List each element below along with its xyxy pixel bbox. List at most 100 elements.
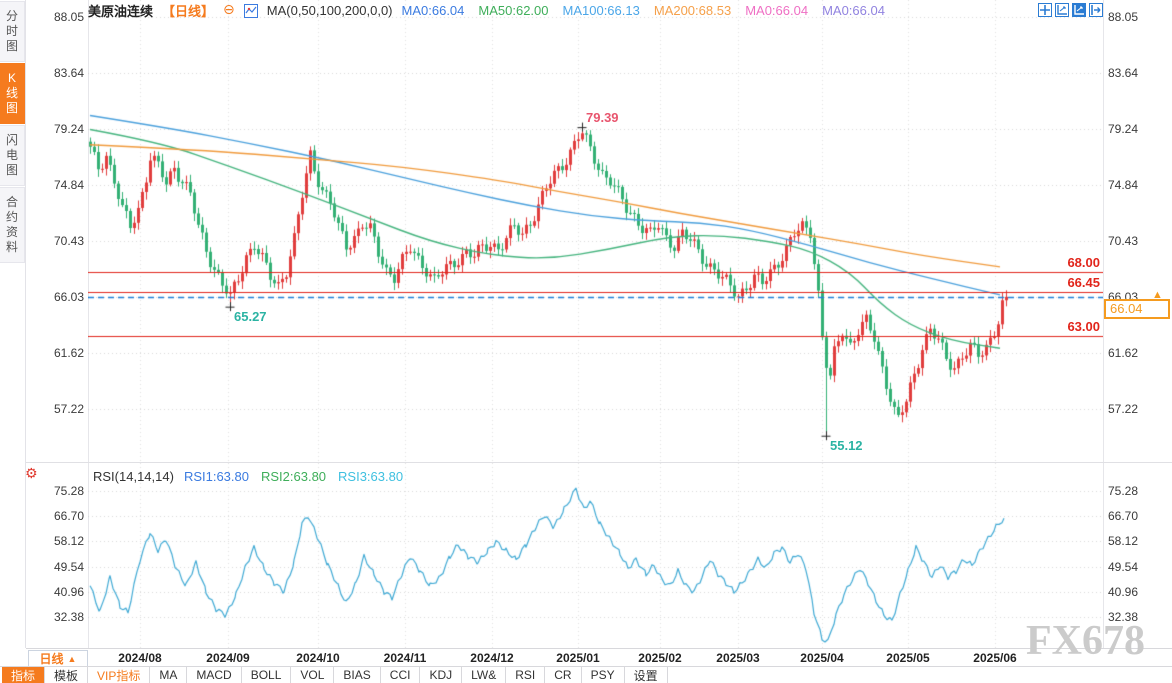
rsi-y-label-left: 58.12 [53, 534, 84, 549]
plot-right-border [1103, 0, 1104, 648]
x-axis-label: 2025/03 [716, 651, 760, 665]
sidebar-tab-lightning-chart[interactable]: 闪电图 [0, 125, 25, 186]
tab-indicator[interactable]: 指标 [2, 667, 46, 683]
price-annotation-79-39: 79.39 [586, 110, 619, 126]
chevron-up-icon: ▲ [67, 653, 77, 664]
chart-header: 美原油连续 【日线】 ⊖ MA(0,50,100,200,0,0) MA0:66… [88, 2, 889, 19]
period-selector-label: 日线 [39, 652, 64, 666]
pan-right-icon[interactable] [1089, 3, 1103, 17]
main-y-label-left: 74.84 [53, 177, 84, 192]
main-price-chart[interactable] [88, 0, 1103, 462]
x-axis-label: 2024/11 [383, 651, 427, 665]
ma-indicator-icon[interactable] [243, 3, 258, 18]
main-y-label-right: 70.43 [1108, 234, 1139, 249]
sidebar-tab-kline-chart[interactable]: K线图 [0, 63, 25, 124]
left-tab-bar: 分时图 K线图闪电图合约资料 [0, 0, 26, 648]
rsi-y-label-right: 66.70 [1108, 509, 1139, 524]
x-axis-label: 2025/05 [886, 651, 930, 665]
indicator-tab-bar: 指标 模板 VIP指标 MA MACD BOLL VOL BIAS CCI KDJ LW& RSI CR… [0, 666, 1172, 683]
panel-divider[interactable] [26, 462, 1172, 463]
rsi3-value: RSI3:63.80 [338, 469, 404, 484]
price-level-label: 68.00 [1067, 254, 1100, 270]
price-up-arrow-icon: ▲ [1152, 288, 1163, 301]
period-tag[interactable]: 【日线】 [162, 4, 215, 19]
rsi-y-label-left: 32.38 [53, 609, 84, 624]
price-level-label: 66.45 [1067, 274, 1100, 290]
ma0-value: MA0:66.04 [401, 3, 465, 18]
ma200-value: MA200:68.53 [653, 3, 732, 18]
rsi-indicator-chart[interactable] [88, 463, 1103, 648]
rsi-y-label-right: 32.38 [1108, 609, 1139, 624]
main-y-label-left: 88.05 [53, 10, 84, 24]
main-y-label-left: 83.64 [53, 66, 84, 81]
x-axis-label: 2025/04 [800, 651, 844, 665]
rsi-y-label-left: 66.70 [53, 509, 84, 524]
x-axis-label: 2025/01 [556, 651, 600, 665]
rsi-y-label-left: 40.96 [53, 584, 84, 599]
main-y-label-right: 83.64 [1108, 66, 1139, 81]
last-price-tag: 66.04 [1104, 298, 1170, 319]
tab-rsi[interactable]: RSI [506, 667, 546, 683]
main-y-label-right: 79.24 [1108, 122, 1139, 137]
sidebar-tab-lightning-chart-label: 闪电图 [5, 133, 18, 177]
ma0-value-3: MA0:66.04 [822, 3, 885, 18]
price-annotation-55-12: 55.12 [830, 437, 863, 453]
main-y-label-left: 79.24 [53, 122, 84, 137]
zoom-axis-icon[interactable] [1055, 3, 1069, 17]
tab-boll[interactable]: BOLL [242, 667, 292, 683]
tab-settings[interactable]: 设置 [625, 667, 668, 683]
tab-lw[interactable]: LW& [462, 667, 507, 683]
price-level-label: 63.00 [1067, 318, 1100, 334]
symbol-title: 美原油连续 [88, 4, 154, 19]
tab-template[interactable]: 模板 [45, 667, 89, 683]
period-selector[interactable]: 日线 ▲ [28, 650, 88, 667]
rsi-y-label-right: 75.28 [1108, 484, 1139, 498]
main-y-label-right: 61.62 [1108, 346, 1139, 361]
tab-macd[interactable]: MACD [187, 667, 242, 683]
main-y-label-left: 61.62 [53, 346, 84, 361]
sidebar-tab-contract-info[interactable]: 合约资料 [0, 187, 25, 263]
rsi-settings-icon[interactable]: ⚙ [25, 466, 38, 482]
collapse-icon[interactable]: ⊖ [223, 2, 235, 18]
ma-values-group: MA0:66.04 MA50:62.00 MA100:66.13 MA200:68.5… [402, 3, 889, 18]
x-axis-label: 2025/06 [973, 651, 1017, 665]
main-y-label-left: 70.43 [53, 234, 84, 249]
x-axis-row: 日线 ▲ 2024/08 2024/09 2024/10 2024/11 2024/12… [26, 648, 1172, 667]
tab-ma[interactable]: MA [150, 667, 188, 683]
sidebar-tab-kline-chart-label: K线图 [5, 71, 18, 115]
rsi-y-label-right: 58.12 [1108, 534, 1139, 549]
rsi-header: RSI(14,14,14) RSI1:63.80 RSI2:63.80 RSI3:6… [93, 469, 403, 484]
x-axis-label: 2024/10 [296, 651, 340, 665]
tab-cci[interactable]: CCI [381, 667, 421, 683]
ma50-value: MA50:62.00 [478, 3, 549, 18]
ma-formula[interactable]: MA(0,50,100,200,0,0) [266, 3, 393, 18]
rsi-y-label-left: 75.28 [53, 484, 84, 498]
tab-bias[interactable]: BIAS [334, 667, 381, 683]
tab-vol[interactable]: VOL [291, 667, 335, 683]
ma0-value-2: MA0:66.04 [745, 3, 809, 18]
rsi2-value: RSI2:63.80 [260, 469, 327, 484]
main-y-label-left: 57.22 [53, 402, 84, 416]
tab-cr[interactable]: CR [545, 667, 582, 683]
sidebar-tab-contract-info-label: 合约资料 [5, 195, 18, 254]
rsi-formula[interactable]: RSI(14,14,14) [93, 469, 174, 484]
rsi1-value: RSI1:63.80 [183, 469, 249, 484]
tab-kdj[interactable]: KDJ [420, 667, 463, 683]
x-axis-label: 2025/02 [638, 651, 682, 665]
rsi-y-label-right: 40.96 [1108, 584, 1139, 599]
main-y-label-left: 66.03 [53, 289, 84, 304]
main-y-label-right: 74.84 [1108, 177, 1139, 192]
price-annotation-65-27: 65.27 [234, 308, 267, 324]
x-axis-label: 2024/08 [118, 651, 162, 665]
tab-vip-indicator[interactable]: VIP指标 [88, 667, 151, 683]
sidebar-tab-time-chart-label: 分时图 [5, 9, 18, 53]
tab-psy[interactable]: PSY [582, 667, 625, 683]
sidebar-tab-time-chart[interactable]: 分时图 [0, 1, 25, 62]
main-y-label-right: 88.05 [1108, 10, 1139, 24]
scale-axis-active-icon[interactable] [1072, 3, 1086, 17]
rsi-values-group: RSI1:63.80 RSI2:63.80 RSI3:63.80 [184, 469, 403, 484]
rsi-y-label-left: 49.54 [53, 559, 84, 574]
crosshair-tool-icon[interactable] [1038, 3, 1052, 17]
ma100-value: MA100:66.13 [562, 3, 640, 18]
